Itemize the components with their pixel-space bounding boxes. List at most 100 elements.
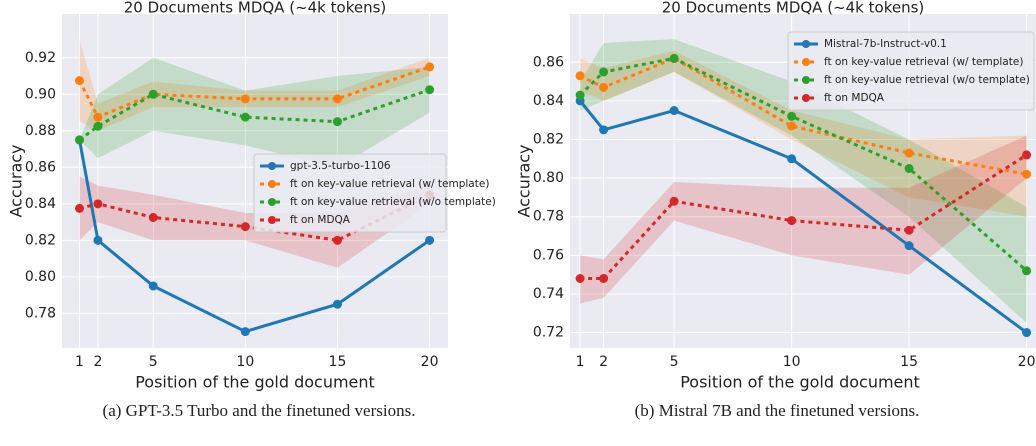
chart-title: 20 Documents MDQA (~4k tokens)	[662, 0, 925, 17]
y-tick-label: 0.80	[533, 170, 564, 186]
point	[240, 112, 250, 122]
point	[669, 196, 679, 206]
point	[148, 281, 158, 291]
point	[148, 213, 158, 223]
x-tick-label: 5	[670, 354, 679, 370]
point	[75, 76, 85, 86]
point	[904, 225, 914, 235]
x-tick-label: 15	[900, 354, 918, 370]
legend-marker	[268, 198, 276, 206]
point	[93, 112, 103, 122]
point	[904, 148, 914, 158]
y-tick-label: 0.84	[533, 93, 564, 109]
x-tick-label: 10	[783, 354, 801, 370]
y-tick-label: 0.74	[533, 286, 564, 302]
point	[787, 154, 797, 164]
point	[240, 94, 250, 104]
series-line	[579, 56, 1027, 176]
legend-marker	[802, 58, 810, 66]
point	[148, 89, 158, 99]
x-tick-label: 1	[75, 354, 84, 370]
point	[787, 216, 797, 226]
point	[599, 273, 609, 283]
point	[93, 199, 103, 209]
point	[669, 106, 679, 116]
point	[787, 111, 797, 121]
y-tick-label: 0.88	[25, 123, 56, 139]
y-tick-label: 0.82	[533, 131, 564, 147]
point	[75, 203, 85, 213]
legend-label: ft on key-value retrieval (w/ template)	[824, 56, 1023, 68]
point	[332, 94, 342, 104]
legend-label: ft on key-value retrieval (w/o template)	[290, 196, 496, 208]
y-axis-label: Accuracy	[7, 144, 26, 217]
point	[787, 121, 797, 131]
series-line	[78, 139, 431, 334]
point	[93, 121, 103, 131]
x-axis-label: Position of the gold document	[135, 373, 375, 392]
y-tick-label: 0.90	[25, 86, 56, 102]
legend	[787, 31, 1035, 111]
x-tick-label: 2	[599, 354, 608, 370]
x-tick-label: 2	[93, 354, 102, 370]
x-axis-label: Position of the gold document	[680, 373, 920, 392]
legend-label: Mistral-7b-Instruct-v0.1	[824, 38, 947, 50]
legend-label: ft on key-value retrieval (w/o template)	[824, 74, 1030, 86]
x-tick-label: 15	[329, 354, 347, 370]
x-tick-label: 5	[149, 354, 158, 370]
y-tick-label: 0.72	[533, 325, 564, 341]
chart-title: 20 Documents MDQA (~4k tokens)	[124, 0, 387, 17]
point	[93, 235, 103, 245]
legend-marker	[802, 76, 810, 84]
point	[575, 71, 585, 81]
legend-marker	[268, 216, 276, 224]
y-axis-label: Accuracy	[515, 144, 534, 217]
point	[240, 222, 250, 232]
point	[1022, 328, 1032, 338]
caption: (a) GPT-3.5 Turbo and the finetuned vers…	[103, 401, 416, 420]
y-tick-label: 0.78	[25, 305, 56, 321]
legend-label: ft on key-value retrieval (w/ template)	[290, 178, 489, 190]
point	[332, 235, 342, 245]
y-tick-label: 0.86	[533, 54, 564, 70]
x-tick-label: 20	[1018, 354, 1036, 370]
caption: (b) Mistral 7B and the finetuned version…	[635, 401, 920, 420]
point	[1022, 266, 1032, 276]
point	[332, 117, 342, 127]
series-line	[78, 65, 431, 120]
point	[575, 90, 585, 100]
error-band	[79, 57, 430, 168]
y-tick-label: 0.82	[25, 232, 56, 248]
point	[332, 299, 342, 309]
x-tick-label: 10	[236, 354, 254, 370]
y-tick-label: 0.78	[533, 209, 564, 225]
point	[1022, 150, 1032, 160]
series-line	[579, 56, 1028, 272]
legend-marker	[802, 94, 810, 102]
legend-marker	[268, 180, 276, 188]
point	[575, 273, 585, 283]
point	[599, 125, 609, 135]
legend-marker	[802, 40, 810, 48]
legend-label: ft on MDQA	[824, 92, 885, 104]
series-line	[578, 99, 1028, 334]
y-tick-label: 0.80	[25, 269, 56, 285]
point	[240, 327, 250, 337]
error-band	[580, 50, 1027, 217]
error-band	[79, 39, 430, 131]
y-tick-label: 0.84	[25, 196, 56, 212]
x-tick-label: 1	[576, 354, 585, 370]
x-tick-label: 20	[421, 354, 439, 370]
point	[425, 85, 435, 95]
error-band	[580, 135, 1027, 304]
legend-marker	[268, 162, 276, 170]
point	[904, 163, 914, 173]
point	[904, 241, 914, 251]
y-tick-label: 0.86	[25, 159, 56, 175]
point	[599, 67, 609, 77]
point	[425, 62, 435, 72]
legend-label: gpt-3.5-turbo-1106	[290, 160, 391, 172]
point	[425, 235, 435, 245]
